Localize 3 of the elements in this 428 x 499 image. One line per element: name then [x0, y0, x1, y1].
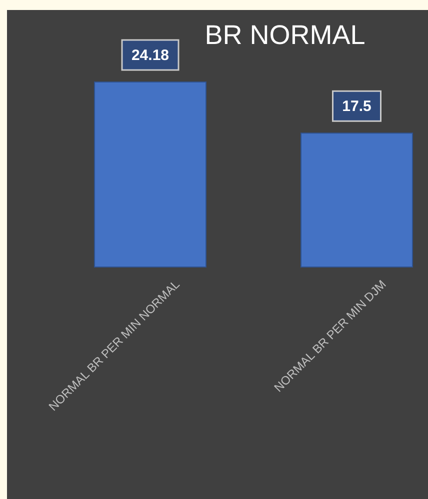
chart-title: BR NORMAL [204, 20, 366, 50]
data-label: 17.5 [342, 98, 372, 116]
data-label: 24.18 [131, 47, 170, 64]
